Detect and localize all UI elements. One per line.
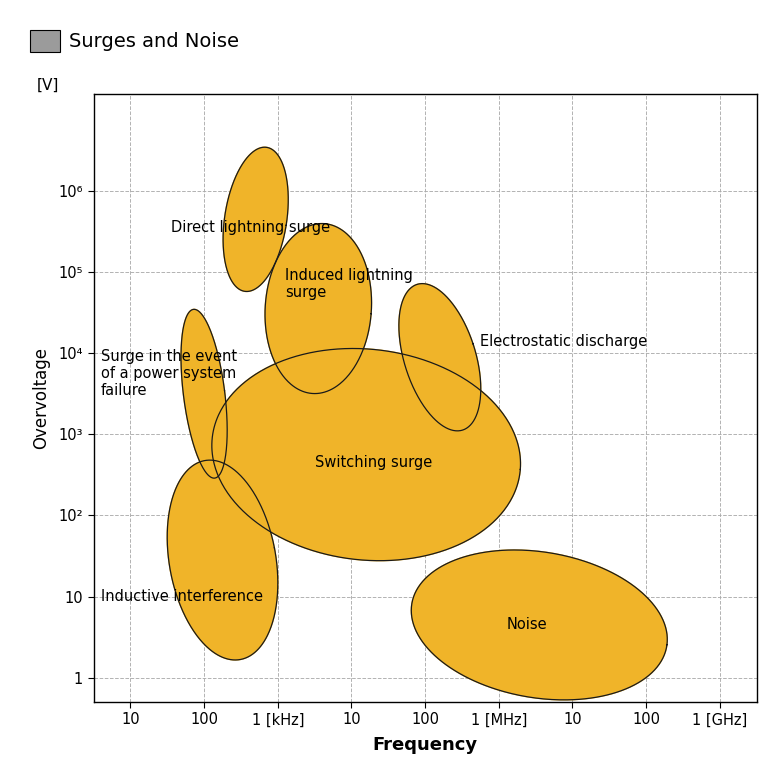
Y-axis label: Overvoltage: Overvoltage — [32, 347, 50, 448]
X-axis label: Frequency: Frequency — [373, 736, 477, 753]
Polygon shape — [265, 224, 371, 394]
Polygon shape — [212, 349, 520, 561]
Text: Surge in the event
of a power system
failure: Surge in the event of a power system fai… — [101, 349, 237, 399]
Polygon shape — [167, 460, 278, 660]
Text: Noise: Noise — [506, 618, 547, 633]
Text: Induced lightning
surge: Induced lightning surge — [285, 268, 413, 300]
Text: Inductive interference: Inductive interference — [101, 589, 263, 604]
Polygon shape — [223, 147, 289, 292]
Legend: Surges and Noise: Surges and Noise — [30, 30, 239, 51]
Text: [V]: [V] — [37, 77, 59, 92]
Polygon shape — [399, 284, 480, 431]
Text: Switching surge: Switching surge — [314, 456, 432, 470]
Polygon shape — [181, 310, 227, 478]
Text: Electrostatic discharge: Electrostatic discharge — [480, 334, 647, 349]
Polygon shape — [411, 550, 667, 700]
Text: Direct lightning surge: Direct lightning surge — [171, 220, 330, 235]
